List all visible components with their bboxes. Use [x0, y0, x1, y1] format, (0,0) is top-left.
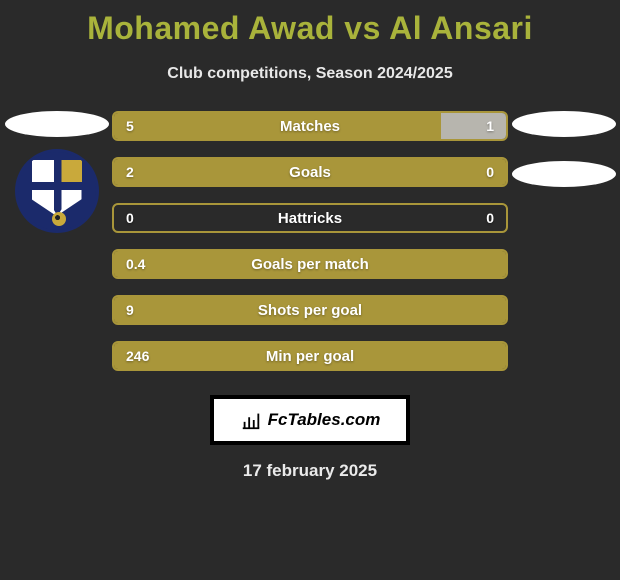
bar-row: Goals per match0.4 — [112, 249, 508, 279]
bar-label: Min per goal — [114, 343, 506, 369]
bar-row: Matches5 1 — [112, 111, 508, 141]
bar-value-right: 0 — [486, 159, 494, 185]
bar-label: Goals — [114, 159, 506, 185]
bar-value-right: 1 — [486, 113, 494, 139]
bars-container: Matches51Goals20Hattricks00Goals per mat… — [112, 111, 508, 387]
bar-row: Hattricks0 0 — [112, 203, 508, 233]
bar-value-left: 0.4 — [126, 251, 145, 277]
date-label: 17 february 2025 — [0, 461, 620, 481]
player-right-placeholder-1 — [512, 111, 616, 137]
bar-value-left: 0 — [126, 205, 134, 231]
player-left-avatar — [4, 111, 109, 233]
bar-value-left: 9 — [126, 297, 134, 323]
subtitle: Club competitions, Season 2024/2025 — [0, 65, 620, 83]
bar-row: Min per goal246 — [112, 341, 508, 371]
bar-label: Goals per match — [114, 251, 506, 277]
player-left-placeholder — [5, 111, 109, 137]
bar-label: Matches — [114, 113, 506, 139]
bar-value-left: 2 — [126, 159, 134, 185]
bar-label: Hattricks — [114, 205, 506, 231]
bar-row: Shots per goal9 — [112, 295, 508, 325]
bar-label: Shots per goal — [114, 297, 506, 323]
fctables-icon — [240, 409, 262, 431]
player-right-avatar — [511, 111, 616, 187]
brand-text: FcTables.com — [268, 410, 381, 430]
comparison-chart: Matches51Goals20Hattricks00Goals per mat… — [0, 111, 620, 381]
bar-row: Goals2 0 — [112, 157, 508, 187]
player-right-placeholder-2 — [512, 161, 616, 187]
club-badge-left — [15, 149, 99, 233]
bar-value-left: 246 — [126, 343, 149, 369]
brand-badge: FcTables.com — [210, 395, 410, 445]
page-title: Mohamed Awad vs Al Ansari — [0, 0, 620, 47]
bar-value-right: 0 — [486, 205, 494, 231]
bar-value-left: 5 — [126, 113, 134, 139]
